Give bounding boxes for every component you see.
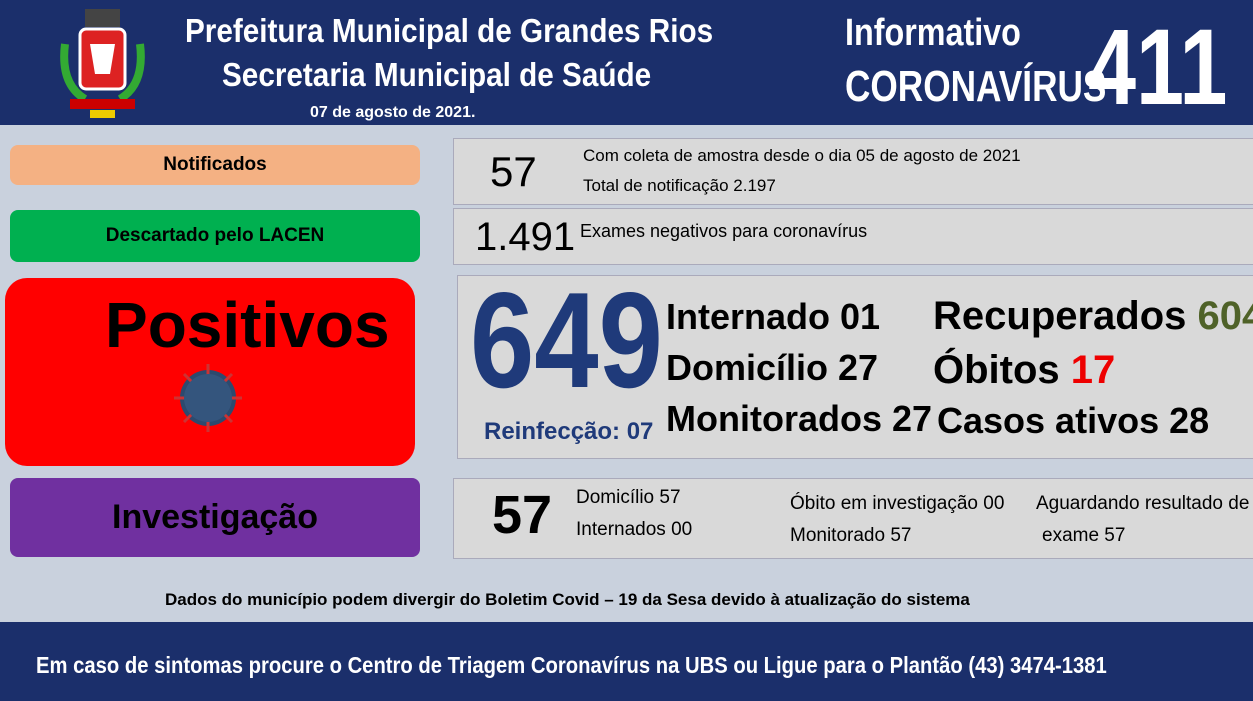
descartado-note: Exames negativos para coronavírus xyxy=(580,221,868,241)
footer-text: Em caso de sintomas procure o Centro de … xyxy=(36,652,1107,678)
investigacao-detail: Óbito em investigação 00 xyxy=(790,493,1005,514)
investigacao-detail: Domicílio 57 xyxy=(576,487,681,508)
virus-icon xyxy=(174,364,242,432)
positivos-panel xyxy=(457,275,1253,459)
descartado-panel xyxy=(453,208,1253,265)
investigacao-detail: Aguardando resultado de xyxy=(1036,493,1250,514)
positivos-label: Positivos xyxy=(105,289,390,361)
notificados-panel xyxy=(453,138,1253,205)
notificados-value: 57 xyxy=(490,148,537,195)
recovered-value: 604 xyxy=(1197,294,1253,338)
label-line1: Informativo xyxy=(845,12,1021,54)
footer-banner xyxy=(0,622,1253,701)
recovered: Recuperados 604 xyxy=(933,294,1253,339)
active-cases: Casos ativos 28 xyxy=(937,400,1210,441)
disclaimer: Dados do município podem divergir do Bol… xyxy=(165,590,970,609)
deaths-label: Óbitos xyxy=(933,348,1060,392)
investigacao-detail: Monitorado 57 xyxy=(790,525,912,546)
deaths: Óbitos 17 xyxy=(933,348,1115,393)
investigacao-label: Investigação xyxy=(10,478,420,557)
bulletin-number: 411 xyxy=(1088,6,1228,127)
investigacao-value: 57 xyxy=(492,485,553,545)
recovered-label: Recuperados xyxy=(933,294,1187,338)
investigacao-detail: exame 57 xyxy=(1042,525,1126,546)
reinfection: Reinfecção: 07 xyxy=(484,418,654,445)
deaths-value: 17 xyxy=(1070,348,1116,392)
positivos-value: 649 xyxy=(470,264,663,416)
notificados-note: Total de notificação 2.197 xyxy=(583,176,776,195)
descartado-label: Descartado pelo LACEN xyxy=(10,210,420,262)
header xyxy=(0,0,1253,125)
label-line2: CORONAVÍRUS xyxy=(845,62,1107,111)
date: 07 de agosto de 2021. xyxy=(310,104,476,121)
investigacao-detail: Internados 00 xyxy=(576,519,693,540)
positivos-detail: Internado 01 xyxy=(666,296,881,337)
notificados-label: Notificados xyxy=(10,145,420,185)
title-line1: Prefeitura Municipal de Grandes Rios xyxy=(185,12,714,49)
investigacao-panel xyxy=(453,478,1253,559)
notificados-note: Com coleta de amostra desde o dia 05 de … xyxy=(583,146,1021,165)
descartado-value: 1.491 xyxy=(475,215,576,259)
title-line2: Secretaria Municipal de Saúde xyxy=(222,56,652,93)
positivos-detail: Monitorados 27 xyxy=(666,398,933,439)
positivos-detail: Domicílio 27 xyxy=(666,347,879,388)
coat-of-arms xyxy=(60,9,145,118)
